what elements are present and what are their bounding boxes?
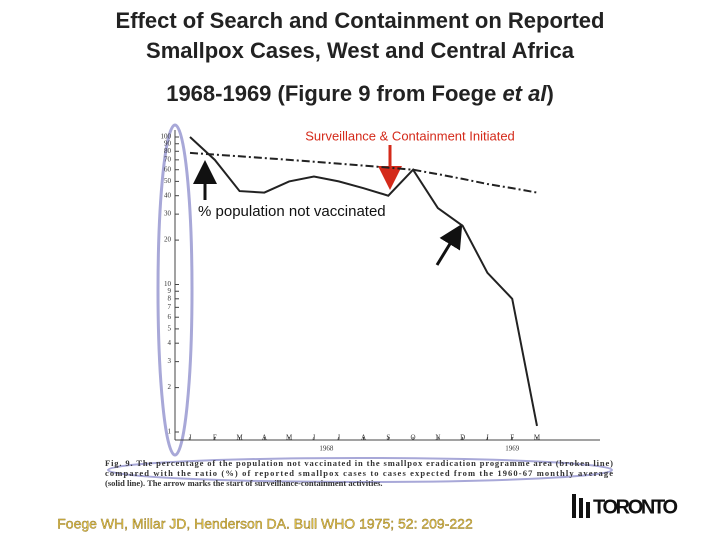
- data-line: [189, 151, 538, 194]
- x-tick-label: M: [534, 434, 541, 442]
- citation: Foege WH, Millar JD, Henderson DA. Bull …: [57, 516, 473, 532]
- y-tick-label: 80: [164, 147, 172, 155]
- title-line: Smallpox Cases, West and Central Africa: [146, 38, 575, 63]
- y-tick-label: 4: [168, 339, 172, 347]
- logo-text: TORONTO: [593, 496, 678, 518]
- title-line: Effect of Search and Containment on Repo…: [116, 8, 605, 33]
- x-tick-label: S: [386, 434, 390, 442]
- x-tick-label: M: [236, 434, 243, 442]
- subtitle-part: et al: [502, 81, 547, 106]
- highlight-ellipse: [107, 457, 613, 483]
- annotation: % population not vaccinated: [198, 203, 386, 220]
- y-tick-label: 5: [168, 325, 172, 333]
- x-tick-label: F: [213, 434, 217, 442]
- y-tick-label: 30: [164, 210, 172, 218]
- y-tick-label: 6: [168, 313, 172, 321]
- x-tick-label: J: [313, 434, 316, 442]
- x-tick-label: O: [411, 434, 416, 442]
- data-line: [189, 136, 538, 427]
- y-tick-label: 1: [168, 428, 172, 436]
- x-tick-label: J: [486, 434, 489, 442]
- x-tick-label: M: [286, 434, 293, 442]
- y-tick-label: 90: [164, 139, 172, 147]
- y-tick-label: 60: [164, 165, 172, 173]
- y-tick-label: 7: [168, 303, 172, 311]
- x-tick-label: F: [510, 434, 514, 442]
- arrow: [435, 223, 463, 266]
- y-tick-label: 100: [161, 133, 172, 141]
- x-tick-label: A: [361, 434, 366, 442]
- highlight-ellipse: [156, 123, 194, 457]
- y-tick-label: 8: [168, 294, 172, 302]
- y-tick-label: 3: [168, 357, 172, 365]
- logo-bar: [586, 502, 590, 518]
- subtitle-part: 1968-1969 (Figure 9 from Foege: [166, 81, 502, 106]
- caption-line: compared with the ratio (%) of reported …: [105, 468, 613, 478]
- y-tick-label: 70: [164, 155, 172, 163]
- y-tick-label: 9: [168, 287, 172, 295]
- y-tick-label: 40: [164, 191, 172, 199]
- x-tick-label: D: [460, 434, 465, 442]
- y-tick-label: 10: [164, 280, 172, 288]
- y-tick-label: 2: [168, 383, 172, 391]
- x-tick-label: J: [337, 434, 340, 442]
- x-group-label: 1969: [505, 445, 520, 453]
- x-group-label: 1968: [319, 445, 334, 453]
- caption-line: (solid line). The arrow marks the start …: [105, 478, 383, 488]
- annotation: Surveillance & Containment Initiated: [305, 128, 515, 143]
- logo-bar: [579, 498, 583, 518]
- x-tick-label: N: [435, 434, 440, 442]
- x-tick-label: A: [262, 434, 267, 442]
- subtitle-part: ): [546, 81, 553, 106]
- logo-bar: [572, 494, 576, 518]
- caption-line: Fig. 9. The percentage of the population…: [105, 458, 613, 468]
- y-tick-label: 50: [164, 177, 172, 185]
- logo: TORONTO: [572, 494, 678, 518]
- subtitle: 1968-1969 (Figure 9 from Foege et al): [166, 81, 554, 106]
- y-tick-label: 20: [164, 236, 172, 244]
- x-tick-label: J: [189, 434, 192, 442]
